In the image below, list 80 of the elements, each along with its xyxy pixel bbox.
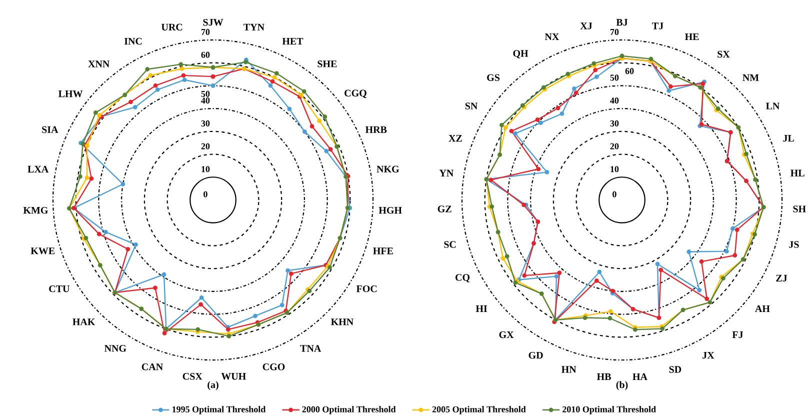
spoke-label: HA bbox=[632, 373, 648, 380]
spoke-label: XZ bbox=[448, 135, 462, 142]
spoke-label: JS bbox=[789, 241, 799, 248]
y-tick-label: 30 bbox=[610, 120, 619, 126]
spoke-label: HB bbox=[596, 373, 611, 380]
legend-label: 1995 Optimal Threshold bbox=[172, 406, 266, 414]
spoke-label: SIA bbox=[42, 126, 58, 133]
spoke-label: SH bbox=[793, 206, 806, 212]
y-tick-label: 50 bbox=[610, 74, 619, 81]
spoke-label: HL bbox=[790, 170, 804, 176]
spoke-label: SD bbox=[669, 366, 682, 373]
y-tick-label: 40 bbox=[610, 98, 619, 104]
y-tick-label: 0 bbox=[204, 191, 208, 198]
y-tick-label: 50 bbox=[201, 90, 210, 97]
text: (b) bbox=[616, 381, 628, 390]
spoke-label: FOC bbox=[356, 285, 377, 292]
spoke-label: URC bbox=[161, 24, 182, 31]
spoke-label: SN bbox=[465, 102, 478, 110]
spoke-label: HAK bbox=[72, 318, 96, 326]
spoke-label: FJ bbox=[732, 331, 743, 338]
y-tick-label: 10 bbox=[202, 166, 210, 172]
y-tick-label: 20 bbox=[201, 143, 210, 150]
spoke-label: GZ bbox=[438, 206, 452, 212]
y-tick-label: 0 bbox=[612, 191, 616, 198]
spoke-label: HN bbox=[562, 366, 576, 373]
spoke-label: TNA bbox=[300, 345, 322, 352]
spoke-label: AH bbox=[755, 305, 770, 312]
y-tick-label: 30 bbox=[201, 120, 210, 126]
spoke-label: WUH bbox=[221, 373, 246, 380]
spoke-label: KHN bbox=[330, 318, 354, 326]
y-tick-label: 10 bbox=[610, 166, 619, 172]
y-tick-label: 60 bbox=[201, 52, 210, 58]
spoke-label: HGH bbox=[378, 206, 402, 214]
legend-label: 2000 Optimal Threshold bbox=[302, 406, 396, 414]
spoke-label: SX bbox=[718, 50, 730, 58]
spoke-label: NNG bbox=[104, 345, 126, 352]
legend-label: 2005 Optimal Threshold bbox=[432, 406, 526, 414]
spoke-label: LXA bbox=[28, 166, 49, 172]
spoke-label: SJW bbox=[203, 18, 224, 26]
spoke-label: YN bbox=[439, 170, 454, 176]
spoke-label: HFE bbox=[373, 248, 393, 254]
spoke-label: NKG bbox=[376, 166, 400, 172]
spoke-label: XJ bbox=[580, 22, 592, 30]
spoke-label: XNN bbox=[88, 60, 110, 68]
spoke-label: CSX bbox=[182, 373, 202, 380]
legend-label: 2010 Optimal Threshold bbox=[562, 406, 656, 414]
spoke-label: GD bbox=[528, 352, 543, 359]
spoke-label: HRB bbox=[365, 126, 387, 133]
spoke-label: NM bbox=[742, 74, 759, 81]
spoke-label: TYN bbox=[244, 24, 264, 30]
text: (a) bbox=[208, 381, 218, 390]
spoke-label: CQ bbox=[456, 274, 470, 282]
y-tick-label: 40 bbox=[201, 98, 210, 104]
spoke-label: CTU bbox=[49, 285, 70, 292]
spoke-label: CGQ bbox=[344, 90, 366, 98]
spoke-label: LHW bbox=[58, 90, 83, 98]
spoke-label: SC bbox=[444, 241, 456, 248]
spoke-label: QH bbox=[513, 50, 528, 58]
spoke-label: TJ bbox=[652, 22, 664, 30]
spoke-label: SHE bbox=[318, 60, 337, 68]
spoke-label: BJ bbox=[616, 19, 628, 26]
spoke-label: GS bbox=[487, 74, 500, 81]
spoke-label: KMG bbox=[23, 206, 48, 214]
spoke-label: INC bbox=[124, 38, 142, 45]
spoke-label: NX bbox=[544, 33, 560, 40]
spoke-label: HET bbox=[282, 38, 304, 45]
y-tick-label: 20 bbox=[610, 143, 619, 150]
y-tick-label: 60 bbox=[625, 68, 634, 74]
spoke-label: ZJ bbox=[776, 274, 788, 282]
spoke-label: KWE bbox=[30, 248, 55, 254]
spoke-label: CGO bbox=[262, 364, 285, 370]
y-tick-label: 70 bbox=[201, 28, 210, 36]
spoke-label: GX bbox=[499, 331, 514, 338]
spoke-label: LN bbox=[766, 102, 780, 110]
spoke-label: HI bbox=[476, 305, 488, 312]
spoke-label: JX bbox=[702, 352, 714, 359]
spoke-label: CAN bbox=[142, 364, 163, 370]
spoke-label: HE bbox=[685, 33, 699, 40]
spoke-label: JL bbox=[783, 134, 794, 142]
y-tick-label: 70 bbox=[610, 28, 619, 36]
